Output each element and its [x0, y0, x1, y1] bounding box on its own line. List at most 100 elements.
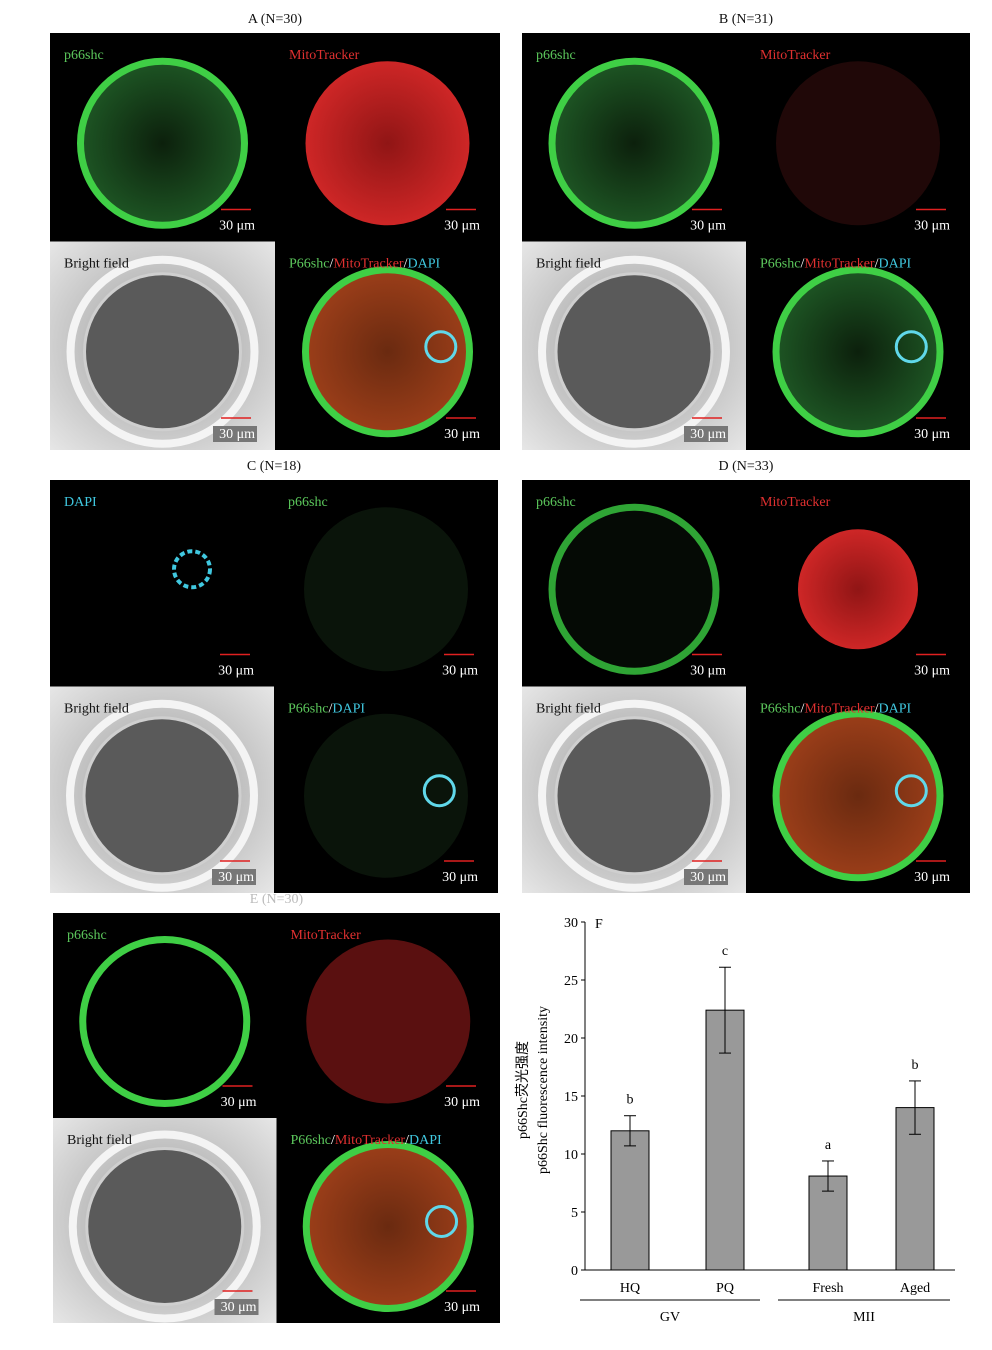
nucleus: [424, 330, 458, 364]
oocyte: [302, 266, 473, 438]
panel-title: D (N=33): [719, 459, 774, 474]
label-part: Bright field: [536, 702, 601, 717]
label-part: DAPI: [408, 257, 441, 272]
significance-letter: b: [627, 1093, 634, 1108]
channel-label: MitoTracker: [291, 928, 362, 943]
label-part: Bright field: [67, 1133, 132, 1148]
group-label: GV: [660, 1310, 680, 1325]
y-tick-label: 30: [564, 916, 578, 931]
significance-letter: a: [825, 1138, 832, 1153]
label-part: MitoTracker: [804, 702, 875, 717]
y-tick-label: 5: [571, 1206, 578, 1221]
panel-title: C (N=18): [247, 459, 302, 474]
significance-letter: c: [722, 944, 728, 959]
label-part: P66shc: [291, 1133, 331, 1148]
y-axis-label: p66Shc fluorescence intensity: [536, 1006, 551, 1174]
oocyte: [772, 266, 944, 438]
label-part: /: [875, 702, 879, 717]
nucleus: [422, 774, 456, 808]
y-tick-label: 0: [571, 1264, 578, 1279]
channel-label: p66shc: [64, 48, 104, 63]
scale-label: 30 μm: [221, 1095, 257, 1110]
oocyte: [776, 61, 940, 226]
y-tick-label: 10: [564, 1148, 578, 1163]
y-tick-label: 20: [564, 1032, 578, 1047]
oocyte: [304, 507, 468, 672]
channel-label: P66shc/MitoTracker/DAPI: [289, 257, 441, 272]
scale-label: 30 μm: [914, 664, 950, 679]
channel-label: p66shc: [536, 48, 576, 63]
oocyte: [77, 57, 248, 229]
oocyte: [554, 272, 714, 432]
label-part: MitoTracker: [335, 1133, 406, 1148]
scale-label: 30 μm: [690, 664, 726, 679]
channel-label: DAPI: [64, 495, 97, 510]
micrograph: [50, 480, 274, 687]
channel-label: P66shc/MitoTracker/DAPI: [760, 702, 912, 717]
x-tick-label: PQ: [716, 1281, 734, 1296]
oocyte: [798, 529, 918, 650]
zona-pellucida: [538, 255, 730, 448]
label-part: MitoTracker: [291, 928, 362, 943]
scale-label: 30 μm: [221, 1300, 257, 1315]
oocyte: [305, 61, 470, 226]
panel-title: B (N=31): [719, 12, 774, 27]
label-part: Bright field: [536, 257, 601, 272]
label-part: P66shc: [288, 702, 328, 717]
channel-label: Bright field: [536, 702, 601, 717]
channel-label: P66shc/MitoTracker/DAPI: [760, 257, 912, 272]
nucleus: [425, 1205, 459, 1238]
label-part: P66shc: [289, 257, 329, 272]
channel-label: Bright field: [67, 1133, 132, 1148]
label-part: /: [404, 257, 408, 272]
scale-label: 30 μm: [914, 219, 950, 234]
zona-pellucida: [66, 255, 259, 448]
scale-label: 30 μm: [218, 664, 254, 679]
label-part: /: [800, 257, 804, 272]
channel-label: Bright field: [64, 257, 129, 272]
label-part: p66shc: [64, 48, 104, 63]
channel-label: p66shc: [536, 495, 576, 510]
label-part: p66shc: [536, 495, 576, 510]
label-part: MitoTracker: [760, 48, 831, 63]
label-part: MitoTracker: [804, 257, 875, 272]
panel-title: E (N=30): [250, 892, 304, 907]
zona-pellucida: [66, 699, 258, 892]
scale-box: [684, 426, 728, 442]
oocyte: [302, 1141, 474, 1312]
label-part: DAPI: [879, 257, 912, 272]
nucleus: [894, 330, 928, 364]
nucleus: [172, 549, 212, 590]
label-part: /: [329, 257, 333, 272]
bar: [610, 1130, 650, 1271]
scale-label: 30 μm: [218, 870, 254, 885]
channel-label: P66shc/MitoTracker/DAPI: [291, 1133, 443, 1148]
scale-box: [213, 426, 257, 442]
scale-label: 30 μm: [444, 1300, 480, 1315]
scale-label: 30 μm: [219, 219, 255, 234]
label-part: DAPI: [332, 702, 365, 717]
panel-label: F: [595, 917, 603, 932]
scale-label: 30 μm: [219, 427, 255, 442]
scale-label: 30 μm: [442, 870, 478, 885]
scale-label: 30 μm: [690, 219, 726, 234]
channel-label: Bright field: [64, 702, 129, 717]
scale-label: 30 μm: [690, 870, 726, 885]
label-part: /: [331, 1133, 335, 1148]
x-tick-label: Aged: [900, 1281, 930, 1296]
label-part: DAPI: [409, 1133, 442, 1148]
label-part: Bright field: [64, 702, 129, 717]
scale-box: [214, 1299, 259, 1315]
scale-box: [212, 869, 256, 885]
channel-label: Bright field: [536, 257, 601, 272]
zona-pellucida: [538, 699, 730, 892]
label-part: /: [875, 257, 879, 272]
panel-title: A (N=30): [248, 12, 303, 27]
oocyte: [85, 1147, 245, 1306]
y-tick-label: 15: [564, 1090, 578, 1105]
x-tick-label: HQ: [620, 1281, 640, 1296]
group-label: MII: [853, 1310, 875, 1325]
oocyte: [304, 713, 468, 878]
scale-label: 30 μm: [442, 664, 478, 679]
oocyte: [548, 503, 720, 675]
